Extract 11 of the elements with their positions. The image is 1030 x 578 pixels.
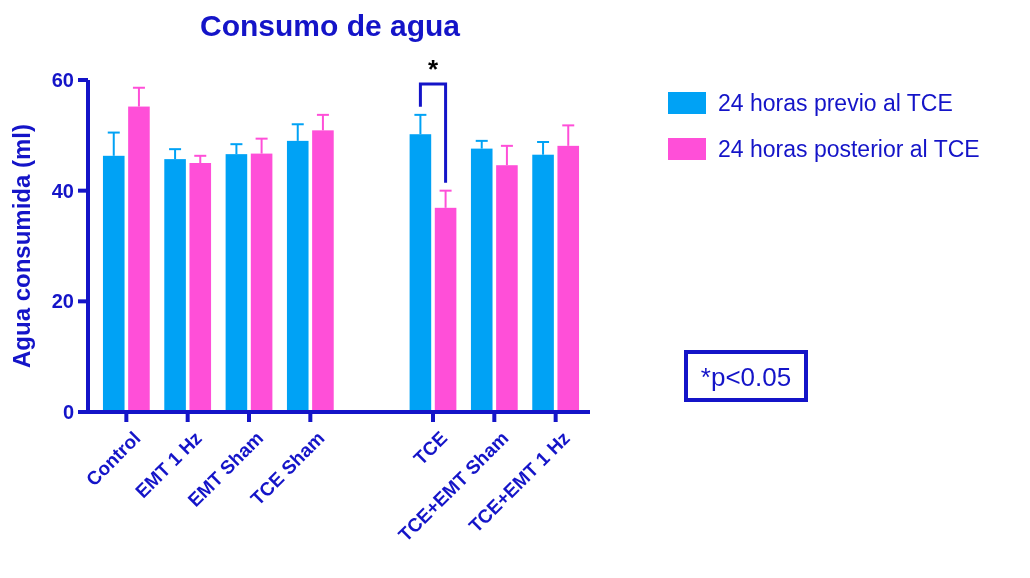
y-tick-label: 60 (51, 69, 74, 91)
y-axis-title: Agua consumida (ml) (8, 123, 35, 369)
legend-label: 24 horas posterior al TCE (718, 136, 980, 163)
x-tick-label: TCE (409, 427, 452, 470)
y-tick-label: 0 (62, 401, 74, 423)
text: *p<0.05 (700, 362, 792, 393)
annotation: * (427, 54, 439, 84)
legend-label: 24 horas previo al TCE (718, 90, 953, 117)
y-tick-label: 40 (51, 179, 74, 202)
y-tick-label: 20 (51, 290, 74, 313)
chart-title: Consumo de agua (199, 9, 461, 42)
